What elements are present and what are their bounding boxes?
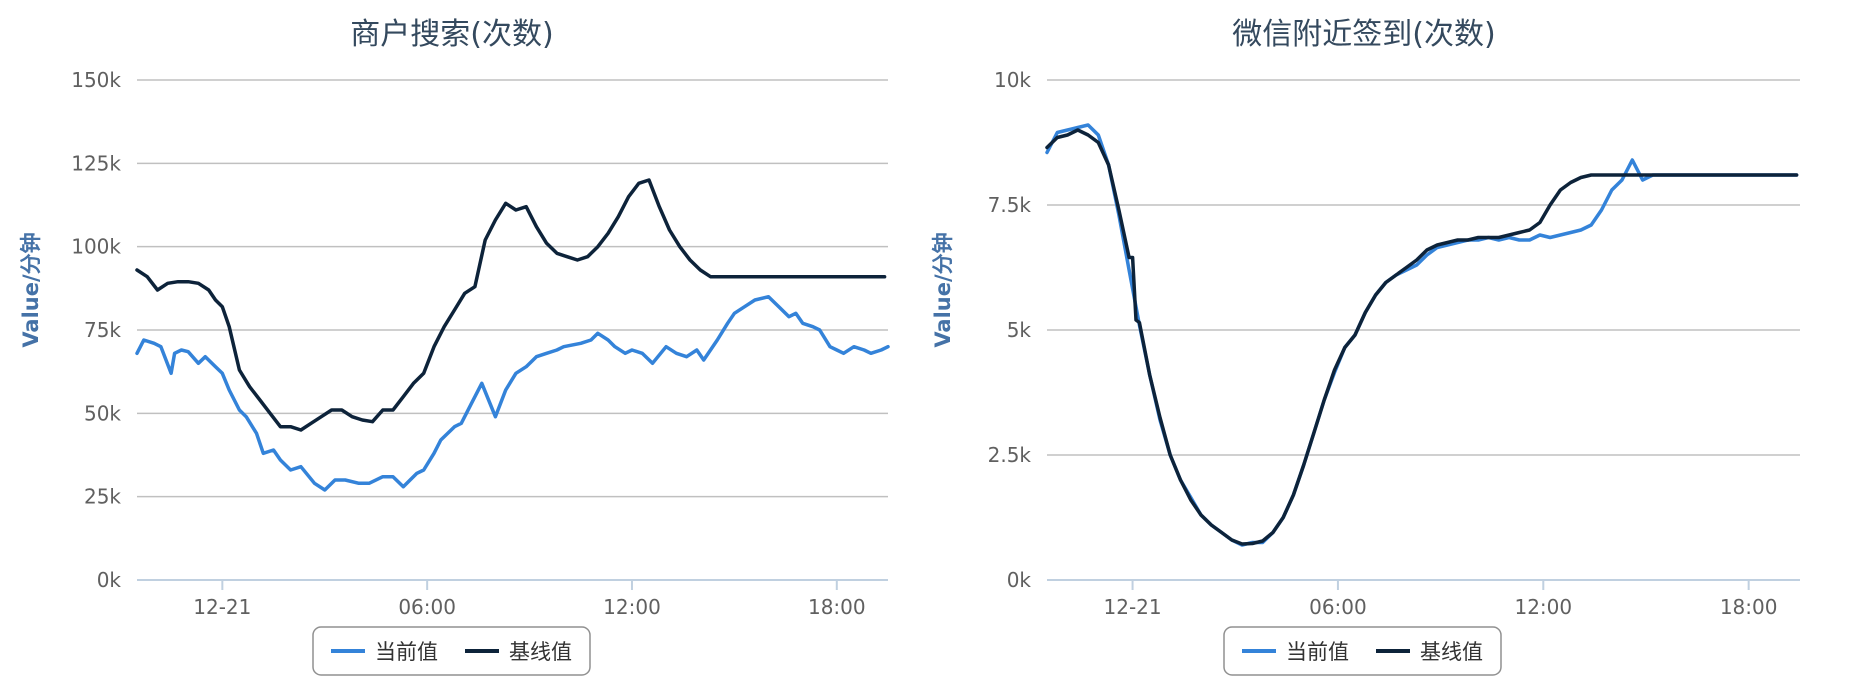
series-line-current <box>135 294 890 492</box>
chart-2: 微信附近签到(次数) Value/分钟 0k 2.5k 5k 7.5k 10k 12-21 06… <box>931 17 1800 676</box>
legend: 当前值 基线值 <box>1223 626 1502 676</box>
legend-item-current[interactable]: 当前值 <box>331 640 438 664</box>
series-line-baseline <box>135 178 887 432</box>
legend-label: 当前值 <box>1286 640 1349 664</box>
y-tick-label: 150k <box>71 68 121 92</box>
series-line-baseline <box>1045 128 1799 546</box>
chart-1: 商户搜索(次数) Value/分钟 0k 25k 50k 75k 100k 125k 150k 1… <box>19 17 890 676</box>
y-tick-label: 25k <box>84 485 121 509</box>
x-tick-label: 18:00 <box>808 595 866 619</box>
legend-label: 基线值 <box>509 640 572 664</box>
x-tick-label: 06:00 <box>1309 595 1367 619</box>
chart-title: 微信附近签到(次数) <box>1232 17 1495 52</box>
legend-item-baseline[interactable]: 基线值 <box>465 640 572 664</box>
x-tick-label: 06:00 <box>398 595 456 619</box>
x-tick-label: 12-21 <box>193 595 251 619</box>
legend-label: 基线值 <box>1420 640 1483 664</box>
x-tick-label: 12-21 <box>1104 595 1162 619</box>
y-tick-label: 7.5k <box>988 193 1032 217</box>
y-tick-label: 2.5k <box>988 443 1032 467</box>
y-axis-label: Value/分钟 <box>931 232 955 347</box>
x-tick-label: 12:00 <box>1514 595 1572 619</box>
chart-title: 商户搜索(次数) <box>350 17 553 52</box>
x-tick-label: 12:00 <box>603 595 661 619</box>
legend: 当前值 基线值 <box>312 626 591 676</box>
y-tick-label: 0k <box>1007 568 1032 592</box>
series-line-current <box>1045 123 1799 547</box>
legend-box <box>312 626 591 676</box>
y-tick-label: 125k <box>71 151 121 175</box>
y-tick-label: 50k <box>84 401 121 425</box>
y-tick-label: 100k <box>71 235 121 259</box>
y-tick-label: 0k <box>97 568 122 592</box>
legend-box <box>1223 626 1502 676</box>
y-axis-label: Value/分钟 <box>19 232 43 347</box>
y-tick-label: 5k <box>1007 318 1032 342</box>
y-tick-label: 10k <box>994 68 1031 92</box>
legend-label: 当前值 <box>375 640 438 664</box>
y-tick-label: 75k <box>84 318 121 342</box>
x-tick-label: 18:00 <box>1720 595 1778 619</box>
legend-item-baseline[interactable]: 基线值 <box>1376 640 1483 664</box>
legend-item-current[interactable]: 当前值 <box>1242 640 1349 664</box>
